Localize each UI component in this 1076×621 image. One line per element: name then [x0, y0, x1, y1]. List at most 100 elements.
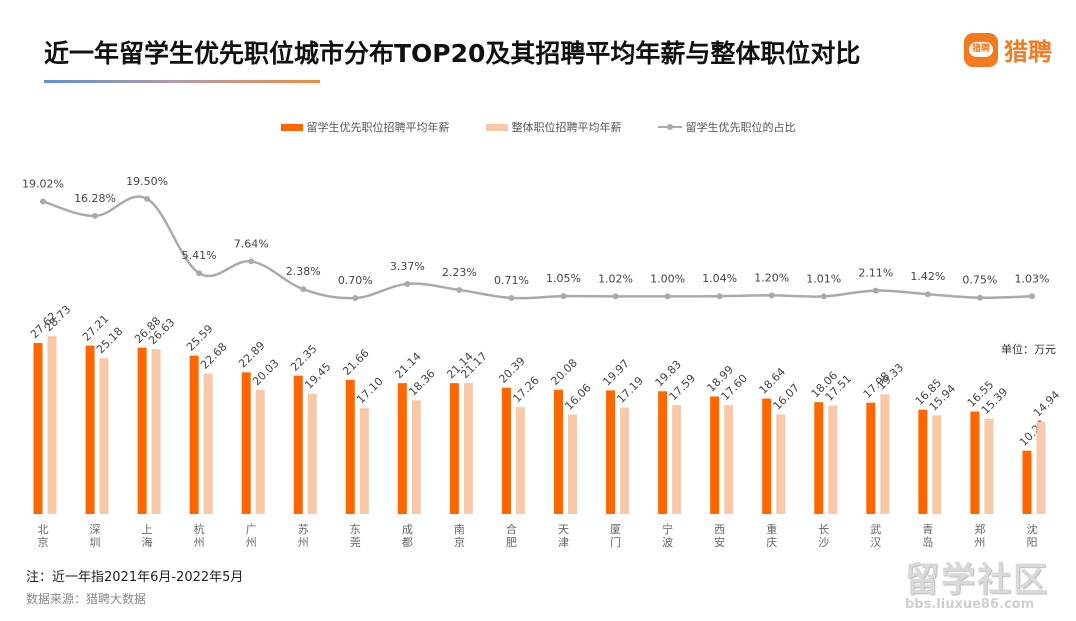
bar-overseas	[241, 372, 251, 514]
bar-overseas	[345, 379, 355, 514]
ratio-label: 1.00%	[650, 272, 685, 285]
x-tick-label: 郑	[974, 522, 985, 536]
ratio-point	[300, 286, 307, 293]
bar-overseas	[814, 402, 824, 514]
x-tick-label: 州	[298, 536, 309, 549]
x-tick-label: 深	[90, 523, 101, 536]
unit-label: 单位：万元	[1001, 343, 1056, 356]
note-text: 注：近一年指2021年6月-2022年5月	[26, 570, 244, 585]
ratio-point	[352, 295, 359, 302]
bar-overseas	[293, 375, 303, 514]
x-tick-label: 门	[610, 535, 621, 549]
bar-overseas	[1022, 450, 1032, 514]
ratio-label: 19.50%	[126, 175, 168, 188]
bar-overseas	[866, 402, 876, 514]
x-tick-label: 北	[38, 523, 49, 536]
x-tick-label: 京	[38, 535, 49, 549]
bar-label-overseas: 20.39	[496, 354, 527, 385]
x-tick-label: 州	[974, 536, 985, 549]
watermark-main: 留学社区	[905, 560, 1049, 600]
ratio-label: 1.03%	[1014, 272, 1049, 285]
liepin-logo: 猎聘 猎聘	[964, 32, 1052, 67]
ratio-point	[872, 287, 879, 294]
x-tick-label: 成	[402, 523, 413, 536]
x-tick-label: 安	[714, 535, 725, 549]
ratio-line	[42, 195, 1032, 300]
ratio-point	[248, 258, 255, 265]
ratio-label: 16.28%	[74, 192, 116, 205]
legend-label: 留学生优先职位的占比	[685, 121, 796, 134]
legend-item-overall: 整体职位招聘平均年薪	[485, 119, 622, 135]
bar-label-overseas: 20.08	[548, 356, 579, 387]
ratio-label: 1.05%	[546, 272, 581, 285]
legend-line-marker-icon	[657, 124, 682, 130]
x-tick-label: 苏	[298, 523, 309, 536]
bar-label-overall: 22.68	[198, 340, 229, 371]
bar-overall	[515, 407, 525, 514]
ratio-point	[508, 294, 515, 301]
bar-overseas	[85, 345, 95, 514]
bar-overall	[47, 336, 57, 514]
ratio-label: 0.71%	[494, 274, 529, 287]
x-tick-label: 岛	[922, 535, 933, 549]
ratio-label: 1.04%	[702, 272, 737, 285]
bar-overseas	[397, 383, 407, 514]
bar-overseas	[189, 355, 199, 514]
bar-overseas	[137, 347, 147, 514]
chat-bubble-icon: 猎聘	[964, 32, 998, 67]
bar-label-overall: 17.10	[354, 375, 385, 406]
legend-swatch-overseas	[280, 123, 303, 131]
ratio-label: 5.41%	[182, 249, 217, 262]
bar-overseas	[710, 396, 720, 514]
x-tick-label: 肥	[506, 536, 517, 549]
ratio-label: 2.11%	[858, 267, 893, 280]
ratio-label: 2.23%	[442, 266, 477, 279]
bar-overall	[151, 349, 161, 514]
x-tick-label: 海	[142, 535, 153, 549]
watermark-url: bbs.liuxue86.com	[905, 597, 1035, 612]
ratio-label: 1.01%	[806, 272, 841, 285]
ratio-point	[1028, 293, 1035, 300]
x-tick-label: 阳	[1026, 536, 1037, 549]
ratio-point	[716, 293, 723, 300]
ratio-point	[612, 293, 619, 300]
ratio-label: 1.20%	[754, 271, 789, 284]
x-tick-label: 南	[454, 523, 465, 536]
bar-overall	[828, 405, 838, 514]
x-tick-label: 天	[558, 523, 569, 536]
x-tick-label: 武	[870, 523, 881, 536]
x-tick-label: 沈	[1026, 522, 1037, 536]
bar-overall	[359, 408, 369, 514]
bar-overseas	[762, 398, 772, 514]
ratio-label: 1.02%	[598, 272, 633, 285]
ratio-point	[92, 212, 99, 219]
ratio-point	[560, 293, 567, 300]
bar-overseas	[554, 389, 563, 514]
x-tick-label: 重	[766, 522, 777, 536]
bar-overall	[307, 393, 317, 514]
x-tick-label: 汉	[870, 536, 881, 549]
bar-overall	[568, 414, 577, 514]
x-tick-label: 西	[714, 523, 725, 536]
ratio-label: 2.38%	[286, 265, 321, 278]
ratio-point	[768, 292, 775, 299]
bar-label-overall: 16.06	[562, 381, 593, 412]
x-tick-label: 津	[558, 536, 569, 549]
page-title: 近一年留学生优先职位城市分布TOP20及其招聘平均年薪与整体职位对比	[44, 39, 861, 68]
source-text: 数据来源：猎聘大数据	[26, 592, 147, 606]
x-tick-label: 州	[246, 536, 257, 549]
bar-overseas	[33, 343, 43, 514]
x-tick-label: 合	[506, 522, 517, 536]
x-tick-label: 莞	[350, 536, 361, 549]
bar-overall	[932, 415, 942, 514]
bar-overall	[255, 390, 265, 514]
bar-overseas	[970, 411, 980, 514]
x-tick-label: 京	[454, 535, 465, 549]
x-tick-label: 长	[818, 523, 829, 536]
bar-overall	[463, 382, 473, 514]
ratio-point	[196, 270, 203, 277]
legend-item-ratio: 留学生优先职位的占比	[657, 119, 796, 135]
bar-overall	[880, 394, 890, 514]
bar-overall	[411, 400, 421, 514]
bar-overseas	[658, 391, 668, 514]
